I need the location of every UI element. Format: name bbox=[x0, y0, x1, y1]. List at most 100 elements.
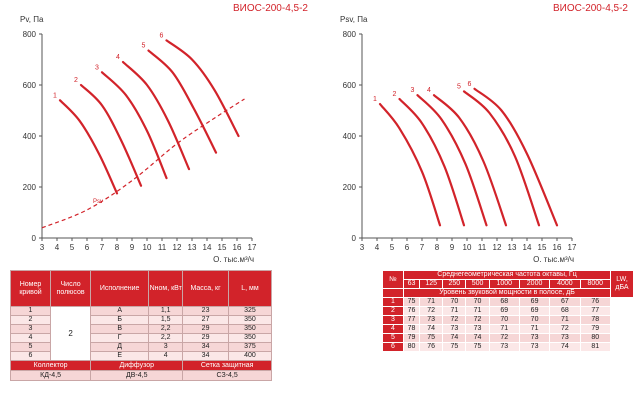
cell-curve: 5 bbox=[10, 342, 51, 352]
cell-curve: 2 bbox=[10, 315, 51, 325]
cell-version: Е bbox=[90, 351, 150, 361]
curve-label-3: 3 bbox=[95, 64, 99, 71]
table-row: 1 2 А 1,1 23 325 bbox=[10, 306, 273, 361]
y-axis-label: Pv, Па bbox=[20, 15, 44, 24]
cell-version: А bbox=[90, 306, 150, 316]
cell-level: 78 bbox=[402, 324, 421, 334]
y-tick-label: 0 bbox=[352, 234, 357, 243]
cell-level: 72 bbox=[465, 315, 490, 325]
x-tick-label: 17 bbox=[248, 243, 257, 252]
cell-lw: 79 bbox=[579, 324, 612, 334]
curve-label-2: 2 bbox=[393, 91, 397, 98]
curve-5 bbox=[147, 49, 218, 154]
curve-2 bbox=[79, 83, 143, 187]
curve-6 bbox=[473, 87, 559, 227]
system-curve bbox=[41, 98, 245, 229]
cell-level: 79 bbox=[402, 333, 421, 343]
cell-level: 75 bbox=[419, 333, 444, 343]
cell-power: 2,2 bbox=[148, 333, 184, 343]
sound-level-table: № Среднегеометрическая частота октавы, Г… bbox=[382, 270, 634, 352]
x-tick-label: 13 bbox=[508, 243, 517, 252]
x-tick-label: 15 bbox=[538, 243, 547, 252]
curve-1 bbox=[58, 99, 119, 195]
curve-label-6: 6 bbox=[468, 81, 472, 88]
y-tick-label: 200 bbox=[343, 183, 357, 192]
y-tick-label: 800 bbox=[23, 30, 37, 39]
cell-curve: 1 bbox=[10, 306, 51, 316]
chart-title: ВИОС-200-4,5-2 bbox=[233, 3, 308, 14]
y-tick-label: 400 bbox=[343, 132, 357, 141]
x-tick-label: 5 bbox=[70, 243, 75, 252]
row-number: 6 bbox=[382, 342, 404, 352]
table-row: 5 79 75 74 74 72 73 73 80 bbox=[382, 333, 634, 343]
row-number: 1 bbox=[382, 297, 404, 307]
cell-poles: 2 bbox=[49, 306, 92, 361]
cell-power: 1,5 bbox=[148, 315, 184, 325]
cell-version: Г bbox=[90, 333, 150, 343]
cell-power: 2,2 bbox=[148, 324, 184, 334]
table-row: 1 75 71 70 70 68 69 67 76 bbox=[382, 297, 634, 307]
table-row: 6 80 76 75 75 73 73 74 81 bbox=[382, 342, 634, 352]
curve-3 bbox=[100, 71, 168, 180]
val-collector: КД-4,5 bbox=[9, 370, 92, 381]
cell-level: 75 bbox=[465, 342, 490, 352]
th-grid: Сетка защитная bbox=[182, 360, 272, 371]
cell-level: 70 bbox=[518, 315, 551, 325]
cell-mass: 27 bbox=[182, 315, 229, 325]
curve-label-4: 4 bbox=[427, 87, 431, 94]
table-row: 6 Е 4 34 400 bbox=[10, 351, 273, 361]
freq-header: 1000 bbox=[488, 279, 520, 289]
cell-level: 76 bbox=[402, 306, 421, 316]
y-tick-label: 600 bbox=[343, 81, 357, 90]
th-power: Nном, кВт bbox=[148, 270, 184, 307]
cell-level: 72 bbox=[488, 333, 520, 343]
cell-level: 68 bbox=[488, 297, 520, 307]
cell-level: 75 bbox=[402, 297, 421, 307]
y-tick-label: 400 bbox=[23, 132, 37, 141]
y-tick-label: 800 bbox=[343, 30, 357, 39]
curve-4 bbox=[121, 60, 191, 171]
right-panel: ВИОС-200-4,5-2 0 200 400 600 800 3 4 5 6 7 8 9 10 11 1… bbox=[320, 0, 640, 400]
x-tick-label: 16 bbox=[553, 243, 562, 252]
x-tick-label: 16 bbox=[233, 243, 242, 252]
cell-length: 325 bbox=[227, 306, 273, 316]
th-curve: Номер кривой bbox=[10, 270, 51, 307]
row-number: 4 bbox=[382, 324, 404, 334]
x-axis-label: Q, тыс.м³/ч bbox=[213, 255, 254, 262]
chart-title-2: ВИОС-200-4,5-2 bbox=[553, 3, 628, 14]
table-row: 4 Г 2,2 29 350 bbox=[10, 333, 273, 343]
cell-version: Д bbox=[90, 342, 150, 352]
cell-lw: 76 bbox=[579, 297, 612, 307]
curve-label-2: 2 bbox=[74, 77, 78, 84]
cell-level: 74 bbox=[442, 333, 467, 343]
th-mass: Масса, кг bbox=[182, 270, 229, 307]
cell-level: 69 bbox=[488, 306, 520, 316]
table-row: 4 78 74 73 73 71 71 72 79 bbox=[382, 324, 634, 334]
cell-level: 67 bbox=[549, 297, 581, 307]
table-row: 3 77 73 72 72 70 70 71 78 bbox=[382, 315, 634, 325]
cell-level: 74 bbox=[465, 333, 490, 343]
cell-level: 71 bbox=[465, 306, 490, 316]
cell-lw: 81 bbox=[579, 342, 612, 352]
x-tick-label: 15 bbox=[218, 243, 227, 252]
curve-5 bbox=[462, 90, 541, 227]
curve-label-5: 5 bbox=[142, 43, 146, 50]
x-tick-label: 14 bbox=[203, 243, 212, 252]
freq-header: 500 bbox=[465, 279, 490, 289]
freq-header: 125 bbox=[419, 279, 444, 289]
cell-curve: 6 bbox=[10, 351, 51, 361]
th-freq: Среднегеометрическая частота октавы, Гц bbox=[403, 270, 611, 280]
cell-version: Б bbox=[90, 315, 150, 325]
fan-spec-table: Номер кривой Число полюсов Исполнение Nн… bbox=[9, 270, 273, 381]
cell-length: 350 bbox=[227, 315, 273, 325]
x-tick-label: 6 bbox=[85, 243, 90, 252]
cell-level: 71 bbox=[442, 306, 467, 316]
cell-curve: 4 bbox=[10, 333, 51, 343]
row-number: 5 bbox=[382, 333, 404, 343]
cell-mass: 23 bbox=[182, 306, 229, 316]
x-tick-label: 9 bbox=[130, 243, 135, 252]
x-tick-label: 12 bbox=[493, 243, 502, 252]
cell-level: 77 bbox=[402, 315, 421, 325]
